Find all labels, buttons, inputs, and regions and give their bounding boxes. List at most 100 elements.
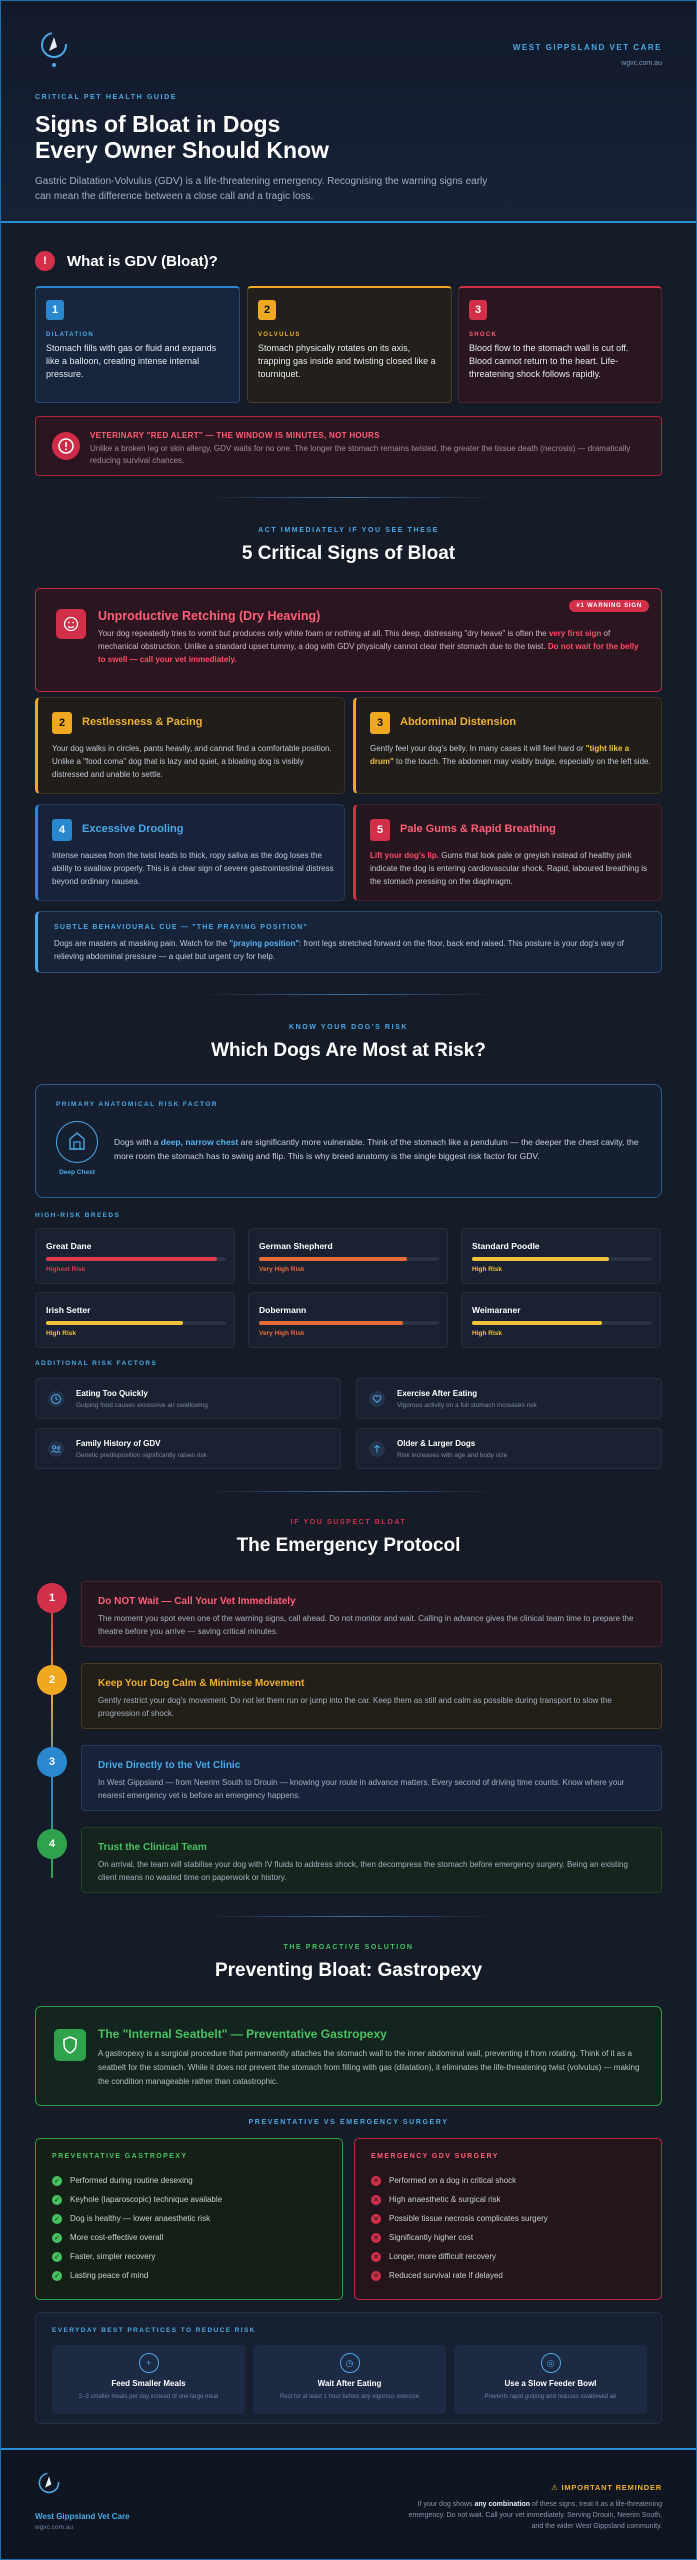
list-item-text: Possible tissue necrosis complicates sur… bbox=[389, 2214, 548, 2223]
risk-level: Very High Risk bbox=[259, 1330, 305, 1337]
list-item-text: Performed during routine desexing bbox=[70, 2176, 193, 2185]
sign-number: 3 bbox=[370, 712, 390, 734]
clinic-name: WEST GIPPSLAND VET CARE bbox=[512, 43, 662, 52]
risk-bar-fill bbox=[46, 1257, 217, 1261]
stage-text: Blood flow to the stomach wall is cut of… bbox=[469, 343, 629, 379]
list-item: ✕ Possible tissue necrosis complicates su… bbox=[371, 2209, 548, 2228]
step-number-dot: 4 bbox=[37, 1829, 67, 1859]
breed-name: Weimaraner bbox=[472, 1305, 521, 1315]
risk-bar bbox=[472, 1257, 652, 1261]
tip-title: Use a Slow Feeder Bowl bbox=[504, 2379, 597, 2388]
risk-bar-fill bbox=[259, 1321, 403, 1325]
risk-level: Very High Risk bbox=[259, 1266, 305, 1273]
factor-card: Family History of GDV Genetic predisposi… bbox=[35, 1428, 341, 1469]
breed-name: Dobermann bbox=[259, 1305, 307, 1315]
tip-text: 2–3 smaller meals per day instead of one… bbox=[78, 2394, 219, 2400]
clock-icon: ◷ bbox=[339, 2353, 360, 2373]
sign-title: Excessive Drooling bbox=[82, 823, 184, 835]
list-item-text: High anaesthetic & surgical risk bbox=[389, 2195, 501, 2204]
list-item: ✕ Longer, more difficult recovery bbox=[371, 2247, 548, 2266]
step-text: Gently restrict your dog's movement. Do … bbox=[98, 1696, 612, 1718]
page-title: Signs of Bloat in Dogs Every Owner Shoul… bbox=[35, 111, 455, 163]
cross-icon: ✕ bbox=[371, 2175, 381, 2186]
alert-badge-icon: ! bbox=[35, 251, 55, 271]
icon-caption: Deep Chest bbox=[59, 1169, 95, 1176]
list-item: ✓ Performed during routine desexing bbox=[52, 2171, 222, 2190]
check-icon: ✓ bbox=[52, 2232, 62, 2243]
stage-number: 1 bbox=[46, 300, 64, 320]
clinic-url[interactable]: wgvc.com.au bbox=[621, 60, 662, 67]
breed-card: Dobermann Very High Risk bbox=[248, 1292, 448, 1348]
check-icon: ✓ bbox=[52, 2270, 62, 2281]
seatbelt-box: The "Internal Seatbelt" — Preventative G… bbox=[35, 2006, 662, 2106]
title-line-1: Signs of Bloat in Dogs bbox=[35, 111, 281, 137]
cross-icon: ✕ bbox=[371, 2232, 381, 2243]
compare-title: EMERGENCY GDV SURGERY bbox=[371, 2153, 499, 2160]
hero-header: WEST GIPPSLAND VET CARE wgvc.com.au CRIT… bbox=[1, 1, 696, 223]
stage-text: Stomach physically rotates on its axis, … bbox=[258, 343, 436, 379]
signs-kicker: ACT IMMEDIATELY IF YOU SEE THESE bbox=[258, 527, 439, 534]
step-text: In West Gippsland — from Neerim South to… bbox=[98, 1778, 625, 1800]
sign-number: 2 bbox=[52, 712, 72, 734]
protocol-step: Drive Directly to the Vet Clinic In West… bbox=[81, 1745, 662, 1811]
list-item-text: Longer, more difficult recovery bbox=[389, 2252, 497, 2261]
retching-face-icon bbox=[56, 609, 86, 639]
risk-bar bbox=[472, 1321, 652, 1325]
step-title: Drive Directly to the Vet Clinic bbox=[98, 1760, 241, 1771]
sign-text: Lift your dog's lip. Gums that look pale… bbox=[370, 851, 648, 886]
sign-number: 4 bbox=[52, 819, 72, 841]
risk-bar-fill bbox=[472, 1257, 609, 1261]
list-item-text: Significantly higher cost bbox=[389, 2233, 474, 2242]
step-number-dot: 1 bbox=[37, 1583, 67, 1613]
risk-level: High Risk bbox=[46, 1330, 76, 1337]
breeds-label: HIGH-RISK BREEDS bbox=[35, 1212, 121, 1219]
factor-title: Exercise After Eating bbox=[397, 1389, 478, 1398]
factor-text: Vigorous activity on a full stomach incr… bbox=[397, 1402, 537, 1409]
primary-risk-text: Dogs with a deep, narrow chest are signi… bbox=[114, 1137, 639, 1161]
list-item: ✓ More cost-effective overall bbox=[52, 2228, 222, 2247]
section-divider bbox=[201, 1916, 496, 1917]
best-practices-box: EVERYDAY BEST PRACTICES TO REDUCE RISK +… bbox=[35, 2312, 662, 2424]
benefit-list: ✓ Performed during routine desexing ✓ Keyho… bbox=[52, 2171, 222, 2285]
footer-clinic-name: West Gippsland Vet Care bbox=[35, 2512, 130, 2521]
cue-title: SUBTLE BEHAVIOURAL CUE — "THE PRAYING PO… bbox=[54, 924, 308, 931]
list-item: ✓ Dog is healthy — lower anaesthetic risk bbox=[52, 2209, 222, 2228]
footer-clinic-url[interactable]: wgvc.com.au bbox=[35, 2524, 73, 2531]
step-text: The moment you spot even one of the warn… bbox=[98, 1614, 634, 1636]
timeline-line bbox=[51, 1598, 53, 1878]
compare-label: PREVENTATIVE VS EMERGENCY SURGERY bbox=[248, 2119, 449, 2126]
factors-label: ADDITIONAL RISK FACTORS bbox=[35, 1360, 158, 1367]
family-icon bbox=[48, 1441, 64, 1457]
cross-icon: ✕ bbox=[371, 2213, 381, 2224]
list-item-text: Performed on a dog in critical shock bbox=[389, 2176, 517, 2185]
risk-bar-fill bbox=[472, 1321, 602, 1325]
tip-text: Prevents rapid gulping and reduces swall… bbox=[484, 2394, 617, 2400]
section-divider bbox=[201, 1491, 496, 1492]
breed-card: Standard Poodle High Risk bbox=[461, 1228, 661, 1284]
factor-text: Gulping food causes excessive air swallo… bbox=[76, 1402, 208, 1409]
cross-icon: ✕ bbox=[371, 2251, 381, 2262]
hero-eyebrow: CRITICAL PET HEALTH GUIDE bbox=[35, 94, 178, 101]
step-title: Keep Your Dog Calm & Minimise Movement bbox=[98, 1678, 305, 1689]
risk-list: ✕ Performed on a dog in critical shock ✕ Hi… bbox=[371, 2171, 548, 2285]
risk-level: High Risk bbox=[472, 1330, 502, 1337]
prevent-kicker: THE PROACTIVE SOLUTION bbox=[283, 1944, 414, 1951]
tip-text: Rest for at least 1 hour before any vigo… bbox=[279, 2394, 420, 2400]
primary-risk-label: PRIMARY ANATOMICAL RISK FACTOR bbox=[56, 1101, 218, 1108]
list-item: ✕ Significantly higher cost bbox=[371, 2228, 548, 2247]
list-item-text: Faster, simpler recovery bbox=[70, 2252, 156, 2261]
clinic-branding: WEST GIPPSLAND VET CARE wgvc.com.au bbox=[513, 43, 662, 67]
list-item: ✓ Keyhole (laparoscopic) technique availa… bbox=[52, 2190, 222, 2209]
stage-label: SHOCK bbox=[469, 332, 498, 338]
list-item: ✓ Lasting peace of mind bbox=[52, 2266, 222, 2285]
breed-card: Weimaraner High Risk bbox=[461, 1292, 661, 1348]
stage-card-dilatation: 1 DILATATION Stomach fills with gas or f… bbox=[35, 286, 240, 403]
list-item-text: Reduced survival rate if delayed bbox=[389, 2271, 503, 2280]
sign-title: Abdominal Distension bbox=[400, 716, 517, 728]
stage-label: DILATATION bbox=[46, 332, 94, 338]
list-item-text: Lasting peace of mind bbox=[70, 2271, 149, 2280]
praying-position-cue: SUBTLE BEHAVIOURAL CUE — "THE PRAYING PO… bbox=[35, 911, 662, 973]
list-item-text: Dog is healthy — lower anaesthetic risk bbox=[70, 2214, 211, 2223]
protocol-step: Do NOT Wait — Call Your Vet Immediately … bbox=[81, 1581, 662, 1647]
sign-title: Restlessness & Pacing bbox=[82, 716, 203, 728]
